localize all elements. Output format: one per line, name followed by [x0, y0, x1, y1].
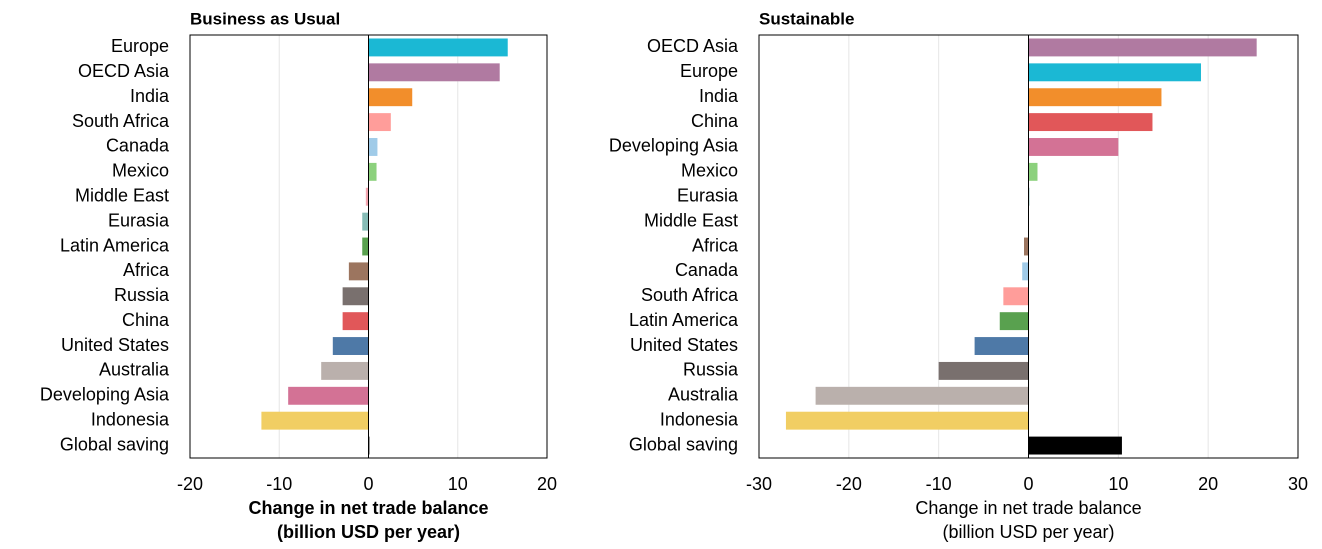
y-tick-label: Eurasia: [108, 210, 170, 230]
x-tick-label: -20: [836, 474, 862, 494]
y-tick-label: Indonesia: [91, 409, 170, 429]
x-tick-label: 30: [1288, 474, 1308, 494]
bar: [1028, 88, 1162, 107]
bar: [365, 187, 369, 206]
y-tick-label: South Africa: [72, 111, 170, 131]
y-tick-label: Global saving: [60, 434, 169, 454]
y-tick-label: Eurasia: [677, 185, 739, 205]
y-tick-label: India: [130, 86, 170, 106]
bar: [974, 337, 1029, 355]
x-tick-label: -30: [746, 474, 772, 494]
y-tick-label: Indonesia: [660, 409, 739, 429]
plot-frame: [189, 34, 548, 459]
y-tick-label: Latin America: [629, 310, 739, 330]
y-tick-label: Russia: [683, 360, 739, 380]
y-tick-label: Middle East: [75, 185, 169, 205]
x-tick-label: 10: [1108, 474, 1128, 494]
y-tick-label: Mexico: [681, 161, 738, 181]
x-axis-label: (billion USD per year): [942, 522, 1114, 542]
bar: [362, 237, 369, 256]
chart-title: Sustainable: [759, 9, 854, 28]
bar: [368, 162, 377, 181]
bar: [362, 212, 369, 231]
bar: [1028, 436, 1122, 455]
x-tick-label: -20: [177, 474, 203, 494]
bar: [342, 287, 369, 306]
y-tick-label: Africa: [123, 260, 170, 280]
y-tick-label: China: [691, 111, 739, 131]
x-tick-label: 0: [1023, 474, 1033, 494]
y-tick-label: Developing Asia: [40, 385, 170, 405]
x-tick-label: 20: [537, 474, 557, 494]
bar: [368, 38, 508, 57]
y-tick-label: United States: [630, 335, 738, 355]
y-tick-label: Latin America: [60, 235, 170, 255]
y-tick-label: Australia: [668, 385, 739, 405]
bar: [785, 411, 1029, 430]
y-tick-label: Middle East: [644, 210, 738, 230]
plot-frame: [758, 34, 1299, 459]
bar: [368, 88, 413, 107]
bar: [999, 312, 1029, 331]
bar: [1022, 262, 1029, 281]
y-tick-label: Canada: [106, 136, 170, 156]
bar: [938, 361, 1029, 380]
panel: Business as Usual -20 -10 0 10 20 Europe OECD A…: [40, 9, 557, 541]
chart-title: Business as Usual: [190, 9, 340, 28]
x-axis-label: Change in net trade balance: [248, 498, 488, 518]
y-tick-label: Africa: [692, 235, 739, 255]
y-tick-label: Canada: [675, 260, 739, 280]
y-tick-label: Russia: [114, 285, 170, 305]
y-tick-label: Europe: [680, 61, 738, 81]
bar: [368, 63, 500, 82]
panel: Sustainable -30 -20 -10 0 10 20 30 OECD Asia Euro…: [609, 9, 1308, 541]
x-axis-label: Change in net trade balance: [915, 498, 1141, 518]
y-tick-label: South Africa: [641, 285, 739, 305]
bar: [288, 386, 369, 405]
bar: [1024, 237, 1029, 256]
bar: [1028, 63, 1201, 82]
bar: [815, 386, 1029, 405]
bar: [332, 337, 369, 355]
bar: [1003, 287, 1029, 306]
y-tick-label: Mexico: [112, 161, 169, 181]
bar: [368, 138, 378, 156]
y-tick-label: Australia: [99, 360, 170, 380]
bar: [342, 312, 369, 331]
x-tick-label: 20: [1198, 474, 1218, 494]
bar: [348, 262, 369, 281]
x-tick-label: 10: [448, 474, 468, 494]
y-tick-label: China: [122, 310, 170, 330]
y-tick-label: OECD Asia: [78, 61, 170, 81]
bar: [1028, 38, 1257, 57]
bar: [368, 113, 391, 132]
bar: [321, 361, 369, 380]
x-tick-label: -10: [266, 474, 292, 494]
y-tick-label: OECD Asia: [647, 36, 739, 56]
bar: [261, 411, 369, 430]
y-tick-label: Developing Asia: [609, 136, 739, 156]
bar: [1028, 162, 1038, 181]
x-tick-label: 0: [363, 474, 373, 494]
y-tick-label: Global saving: [629, 434, 738, 454]
y-tick-label: Europe: [111, 36, 169, 56]
bar: [1028, 113, 1153, 132]
y-tick-label: United States: [61, 335, 169, 355]
bar: [1028, 138, 1119, 156]
x-tick-label: -10: [926, 474, 952, 494]
y-tick-label: India: [699, 86, 739, 106]
x-axis-label: (billion USD per year): [277, 522, 460, 542]
